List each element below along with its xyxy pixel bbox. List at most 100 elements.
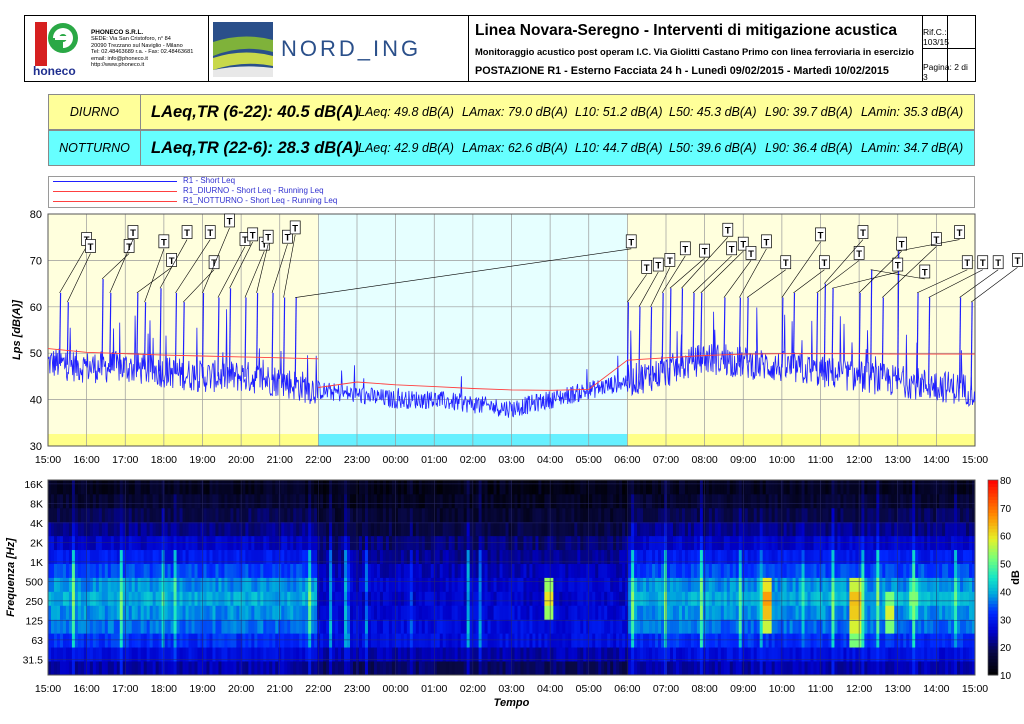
colorbar-step <box>988 558 998 562</box>
spectro-cell <box>744 647 749 662</box>
spectro-cell <box>861 480 865 495</box>
spectro-cell <box>370 549 375 564</box>
spectro-cell <box>532 591 536 606</box>
spectro-cell <box>667 633 671 648</box>
spectro-cell <box>290 480 294 495</box>
spectro-cell <box>400 535 405 551</box>
spectro-cell <box>655 535 659 551</box>
spectro-cell <box>649 535 653 551</box>
spectro-cell <box>164 661 169 676</box>
spectro-cell <box>933 480 937 495</box>
spectro-cell <box>155 535 160 551</box>
spectro-cell <box>221 605 225 620</box>
spectro-cell <box>242 507 246 523</box>
spectro-cell <box>798 549 802 564</box>
spectro-cell <box>954 661 958 676</box>
spectro-cell <box>888 647 892 662</box>
spectro-cell <box>218 549 222 564</box>
spectro-cell <box>577 535 581 551</box>
x-tick-label: 07:00 <box>653 454 679 466</box>
spectro-cell <box>308 549 312 564</box>
spectro-cell <box>544 535 548 551</box>
spectro-cell <box>819 549 823 564</box>
spectro-cell <box>559 549 563 564</box>
spectro-cell <box>870 507 874 523</box>
spectro-cell <box>957 633 961 648</box>
spectro-cell <box>583 535 587 551</box>
spectro-cell <box>747 521 752 537</box>
spectro-cell <box>586 493 590 509</box>
spectro-cell <box>969 633 973 648</box>
spectro-cell <box>212 480 216 495</box>
spectro-cell <box>284 633 288 648</box>
spectro-cell <box>924 647 928 662</box>
spectro-cell <box>152 605 157 620</box>
spectro-cell <box>197 535 201 551</box>
spectro-cell <box>529 521 533 537</box>
spectro-cell <box>385 605 390 620</box>
spectro-cell <box>358 535 363 551</box>
spectro-cell <box>400 521 405 537</box>
noise-peak <box>700 292 703 360</box>
spectro-cell <box>861 493 865 509</box>
spectro-cell <box>661 493 665 509</box>
spectro-cell <box>855 563 859 578</box>
spectro-cell <box>637 535 641 551</box>
spectro-cell <box>224 619 228 634</box>
spectro-cell <box>469 591 474 606</box>
spectro-cell <box>215 535 219 551</box>
spectro-cell <box>122 507 127 523</box>
spectro-cell <box>221 619 225 634</box>
train-marker-box <box>699 243 710 258</box>
spectro-cell <box>825 605 829 620</box>
spectro-cell <box>867 535 871 551</box>
spectro-cell <box>224 521 228 537</box>
spectro-cell <box>699 507 704 523</box>
spectro-cell <box>137 480 142 495</box>
train-marker-label: T <box>895 261 901 272</box>
spectro-cell <box>786 493 790 509</box>
spectro-cell <box>164 493 169 509</box>
spectro-cell <box>837 591 841 606</box>
spectro-cell <box>738 661 743 676</box>
spectro-cell <box>861 563 865 578</box>
spectro-cell <box>562 493 566 509</box>
spectro-cell <box>323 619 327 634</box>
spectro-cell <box>272 619 276 634</box>
spectro-cell <box>197 619 201 634</box>
spectro-cell <box>373 521 378 537</box>
spectro-cell <box>795 535 799 551</box>
spectro-cell <box>86 577 91 592</box>
spectro-cell <box>765 507 770 523</box>
spectro-cell <box>460 591 465 606</box>
spectro-cell <box>433 647 438 662</box>
spectro-cell <box>672 619 677 634</box>
train-marker-label: T <box>783 258 789 269</box>
spectro-cell <box>427 647 432 662</box>
spectro-cell <box>792 577 796 592</box>
spectro-cell <box>637 493 641 509</box>
spectro-cell <box>502 507 506 523</box>
spectro-cell <box>475 661 480 676</box>
spectro-cell <box>810 480 814 495</box>
spectro-cell <box>326 507 330 523</box>
spectro-cell <box>197 633 201 648</box>
spectro-cell <box>48 647 52 662</box>
spectro-cell <box>215 661 219 676</box>
spectro-cell <box>945 521 949 537</box>
spectro-cell <box>655 661 659 676</box>
spectro-cell <box>287 577 291 592</box>
spectro-cell <box>406 535 411 551</box>
spectro-cell <box>792 493 796 509</box>
spectro-cell <box>236 633 240 648</box>
spectro-cell <box>191 521 195 537</box>
spectro-cell <box>825 507 829 523</box>
spectro-cell <box>48 493 52 509</box>
spectro-cell <box>400 577 405 592</box>
spectro-cell <box>472 647 477 662</box>
spectro-cell <box>215 521 219 537</box>
spectro-cell <box>699 493 704 509</box>
spectro-cell <box>152 507 157 523</box>
spectro-cell <box>254 605 258 620</box>
spectro-cell <box>409 619 414 634</box>
